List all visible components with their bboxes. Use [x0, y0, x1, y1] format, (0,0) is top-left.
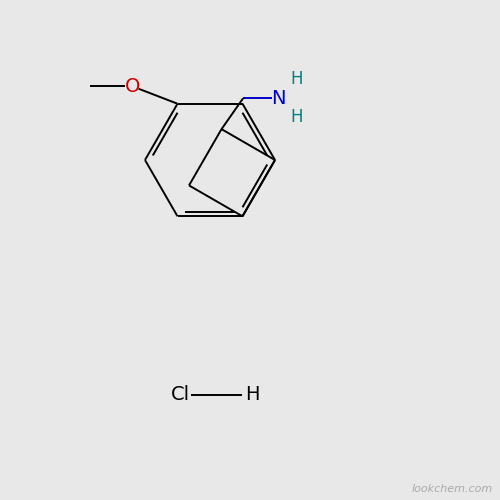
Text: H: H: [291, 70, 304, 88]
Text: H: H: [245, 386, 260, 404]
Text: Cl: Cl: [170, 386, 190, 404]
Text: lookchem.com: lookchem.com: [411, 484, 492, 494]
Text: H: H: [291, 108, 304, 126]
Text: N: N: [271, 89, 285, 108]
Text: O: O: [125, 76, 140, 96]
